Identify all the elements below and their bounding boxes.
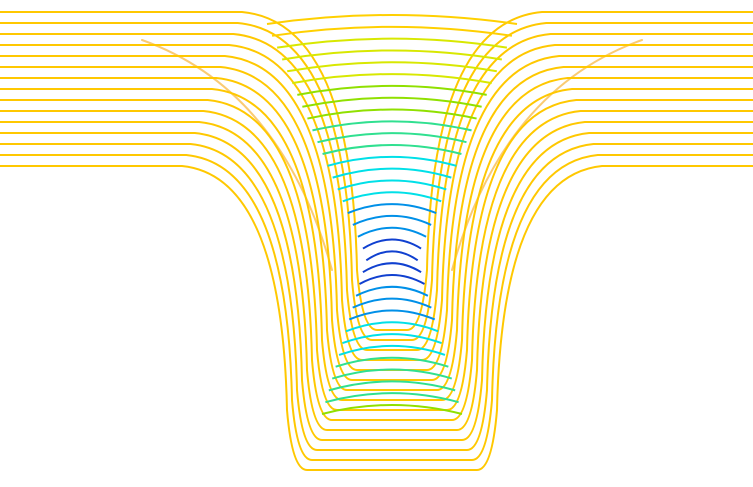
- contour-arc: [328, 380, 456, 392]
- contour-arc: [332, 167, 452, 179]
- contour-line: [0, 99, 753, 411]
- contour-arc: [362, 238, 422, 250]
- contour-arc: [321, 404, 463, 415]
- contour-line: [0, 165, 753, 471]
- contour-arc: [357, 226, 427, 238]
- contour-arc: [276, 37, 508, 49]
- contour-arc: [347, 203, 437, 215]
- contour-arc: [365, 250, 419, 262]
- contour-line: [0, 154, 753, 461]
- contour-arc: [335, 356, 449, 368]
- contour-line: [0, 88, 753, 401]
- contour-arc: [281, 49, 503, 61]
- contour-line: [0, 11, 753, 331]
- contour-line: [0, 66, 753, 381]
- contour-arc: [352, 214, 432, 226]
- contour-line: [0, 132, 753, 441]
- contour-arc: [322, 144, 462, 155]
- contour-arc: [292, 73, 492, 85]
- contour-line: [0, 143, 753, 451]
- contour-line: [0, 110, 753, 421]
- contour-arc: [307, 108, 477, 120]
- contour-arc: [302, 96, 482, 108]
- contour-arc: [337, 179, 447, 191]
- contour-line: [0, 44, 753, 361]
- contour-arc: [338, 344, 446, 356]
- contour-arc: [317, 132, 467, 144]
- contour-arc: [297, 84, 487, 96]
- contour-arc: [266, 14, 518, 25]
- contour-line: [0, 121, 753, 431]
- contour-line: [0, 33, 753, 351]
- contour-arc: [331, 368, 453, 380]
- contour-arc: [362, 262, 422, 274]
- contour-line: [0, 22, 753, 341]
- contour-arc: [312, 120, 472, 132]
- contour-arc: [352, 297, 432, 309]
- contour-arc: [271, 25, 513, 37]
- contour-arc: [345, 321, 439, 333]
- contour-arc: [348, 309, 436, 321]
- contour-arc: [325, 392, 459, 404]
- contour-line: [0, 77, 753, 391]
- contour-arc: [342, 333, 442, 345]
- contour-arc: [355, 285, 429, 297]
- contour-arc: [359, 274, 425, 285]
- contour-arc: [327, 155, 457, 167]
- contour-arc: [342, 191, 442, 203]
- contour-arc: [287, 61, 497, 73]
